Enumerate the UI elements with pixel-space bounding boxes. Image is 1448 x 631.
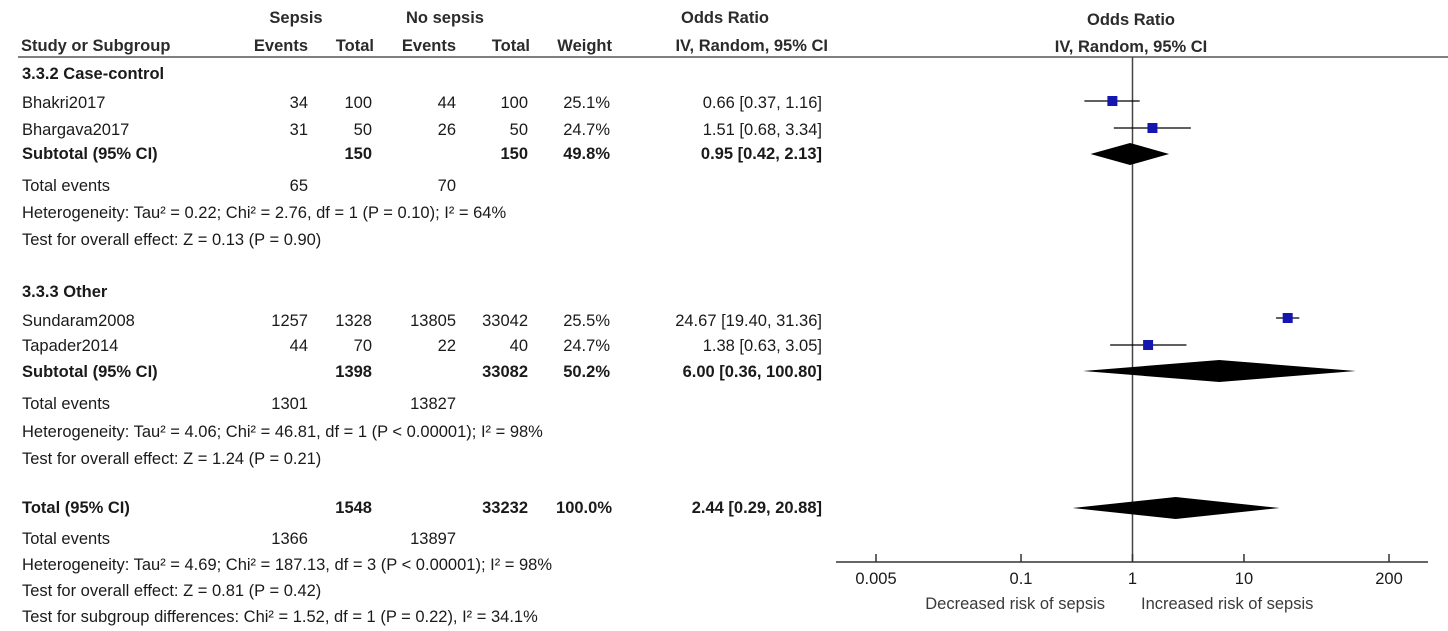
total-events1: 65: [289, 177, 308, 195]
subtotal-total2: 33082: [482, 363, 528, 381]
total-events2: 13827: [410, 395, 456, 413]
heterogeneity-text: Heterogeneity: Tau² = 4.69; Chi² = 187.1…: [22, 556, 553, 574]
weight-header: Weight: [557, 37, 612, 55]
total-total1: 1548: [335, 499, 372, 517]
subtotal-total1: 1398: [335, 363, 372, 381]
overall-effect-text: Test for overall effect: Z = 0.81 (P = 0…: [22, 582, 322, 600]
events2-cell: 22: [437, 337, 456, 355]
group1-header: Sepsis: [269, 9, 323, 27]
weight-cell: 24.7%: [563, 121, 610, 139]
events2-cell: 26: [437, 121, 456, 139]
subtotal-label: Subtotal (95% CI): [22, 363, 158, 381]
total1-cell: 50: [353, 121, 372, 139]
study-name: Bhargava2017: [22, 121, 130, 139]
x-tick-label: 200: [1375, 570, 1403, 588]
total2-cell: 100: [500, 94, 528, 112]
events1-cell: 31: [289, 121, 308, 139]
events1-cell: 1257: [271, 312, 308, 330]
study-marker: [1147, 123, 1158, 133]
subgroup-differences-text: Test for subgroup differences: Chi² = 1.…: [22, 608, 538, 626]
subtotal-ci: 0.95 [0.42, 2.13]: [700, 145, 822, 163]
subtotal-weight: 50.2%: [563, 363, 610, 381]
x-axis: 0.005 0.1 1 10 200 Decreased risk of sepsis In…: [836, 554, 1428, 613]
total2-header: Total: [491, 37, 530, 55]
study-marker: [1282, 313, 1293, 323]
x-tick-label: 1: [1128, 570, 1137, 588]
subtotal-label: Subtotal (95% CI): [22, 145, 158, 163]
total1-cell: 70: [353, 337, 372, 355]
weight-cell: 24.7%: [563, 337, 610, 355]
total-events1: 1301: [271, 395, 308, 413]
plot-marks: [1072, 57, 1356, 562]
total1-header: Total: [335, 37, 374, 55]
x-label-left: Decreased risk of sepsis: [925, 595, 1105, 613]
weight-cell: 25.1%: [563, 94, 610, 112]
study-marker: [1143, 340, 1154, 350]
total-events2: 13897: [410, 530, 456, 548]
events1-cell: 44: [289, 337, 308, 355]
overall-effect-text: Test for overall effect: Z = 1.24 (P = 0…: [22, 450, 322, 468]
subtotal-total2: 150: [500, 145, 528, 163]
effect-method-header: IV, Random, 95% CI: [675, 37, 828, 55]
pooled-diamond: [1083, 360, 1356, 382]
total1-cell: 1328: [335, 312, 372, 330]
total1-cell: 100: [344, 94, 372, 112]
total-weight: 100.0%: [556, 499, 612, 517]
weight-cell: 25.5%: [563, 312, 610, 330]
group2-header: No sepsis: [406, 9, 484, 27]
total-total2: 33232: [482, 499, 528, 517]
overall-effect-text: Test for overall effect: Z = 0.13 (P = 0…: [22, 231, 322, 249]
heterogeneity-text: Heterogeneity: Tau² = 0.22; Chi² = 2.76,…: [22, 204, 507, 222]
x-tick-label: 0.1: [1010, 570, 1033, 588]
pooled-diamond: [1072, 497, 1280, 519]
study-name: Tapader2014: [22, 337, 119, 355]
total-label: Total (95% CI): [22, 499, 130, 517]
effect-title: Odds Ratio: [680, 9, 769, 27]
study-marker: [1107, 96, 1118, 106]
total2-cell: 40: [509, 337, 528, 355]
ci-cell: 0.66 [0.37, 1.16]: [702, 94, 822, 112]
forest-table: Sepsis No sepsis Odds Ratio Study or Sub…: [21, 9, 828, 626]
heterogeneity-text: Heterogeneity: Tau² = 4.06; Chi² = 46.81…: [22, 423, 543, 441]
total2-cell: 50: [509, 121, 528, 139]
plot-title: Odds Ratio: [1087, 11, 1175, 29]
total-events1: 1366: [271, 530, 308, 548]
subtotal-total1: 150: [344, 145, 372, 163]
subgroup-title: 3.3.2 Case-control: [22, 65, 165, 83]
events1-cell: 34: [289, 94, 308, 112]
total-events-label: Total events: [22, 530, 111, 548]
ci-cell: 1.38 [0.63, 3.05]: [702, 337, 822, 355]
x-tick-label: 10: [1235, 570, 1253, 588]
subtotal-ci: 6.00 [0.36, 100.80]: [682, 363, 822, 381]
total2-cell: 33042: [482, 312, 528, 330]
ci-cell: 24.67 [19.40, 31.36]: [675, 312, 822, 330]
ci-cell: 1.51 [0.68, 3.34]: [702, 121, 822, 139]
study-column-header: Study or Subgroup: [21, 37, 171, 55]
pooled-diamond: [1090, 143, 1170, 165]
x-tick-label: 0.005: [855, 570, 896, 588]
total-events-label: Total events: [22, 177, 111, 195]
subgroup-title: 3.3.3 Other: [22, 283, 108, 301]
subtotal-weight: 49.8%: [563, 145, 610, 163]
x-label-right: Increased risk of sepsis: [1141, 595, 1313, 613]
events2-header: Events: [401, 37, 456, 55]
study-name: Bhakri2017: [22, 94, 106, 112]
events2-cell: 13805: [410, 312, 456, 330]
total-events2: 70: [437, 177, 456, 195]
total-ci: 2.44 [0.29, 20.88]: [691, 499, 822, 517]
plot-method: IV, Random, 95% CI: [1055, 38, 1208, 56]
total-events-label: Total events: [22, 395, 111, 413]
study-name: Sundaram2008: [22, 312, 135, 330]
events1-header: Events: [253, 37, 308, 55]
events2-cell: 44: [437, 94, 456, 112]
